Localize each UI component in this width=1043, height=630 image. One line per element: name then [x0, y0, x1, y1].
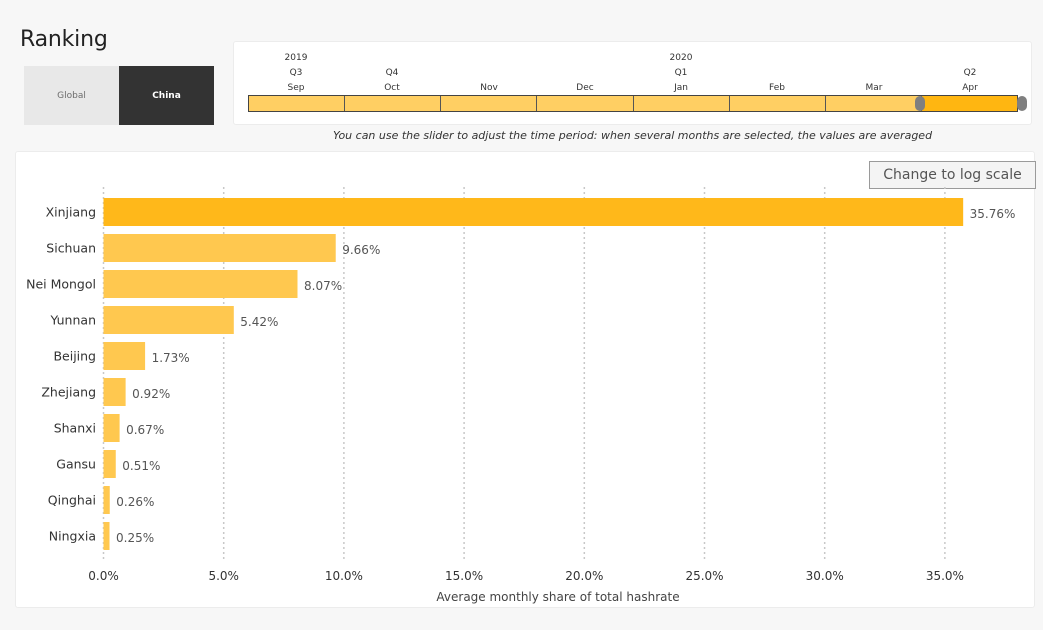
month-label-feb: Feb: [769, 83, 785, 93]
x-tick-label: 25.0%: [685, 569, 723, 583]
year-label-2019: 2019: [284, 53, 308, 63]
bar-nei-mongol[interactable]: [103, 270, 298, 298]
value-label: 1.73%: [152, 351, 190, 365]
category-label: Sichuan: [46, 241, 96, 256]
year-label-2020: 2020: [669, 53, 693, 63]
value-label: 5.42%: [240, 315, 278, 329]
month-label-jan: Jan: [674, 83, 688, 93]
month-label-apr: Apr: [962, 83, 978, 93]
quarter-label-q4: Q4: [385, 68, 399, 78]
slider-segment-nov[interactable]: [441, 96, 538, 111]
month-label-dec: Dec: [576, 83, 594, 93]
x-tick-label: 30.0%: [806, 569, 844, 583]
global-option-button[interactable]: Global: [24, 66, 119, 125]
region-toggle: Global China: [24, 66, 214, 125]
x-axis-title: Average monthly share of total hashrate: [436, 590, 679, 604]
value-label: 0.92%: [132, 387, 170, 401]
value-label: 9.66%: [342, 243, 380, 257]
value-label: 35.76%: [970, 207, 1016, 221]
bar-ningxia[interactable]: [103, 522, 110, 550]
x-tick-label: 20.0%: [565, 569, 603, 583]
slider-end-handle[interactable]: [1017, 96, 1027, 111]
value-label: 0.26%: [116, 495, 154, 509]
bar-zhejiang[interactable]: [103, 378, 126, 406]
quarter-label-q2: Q2: [963, 68, 977, 78]
month-label-sep: Sep: [287, 83, 305, 93]
category-label: Shanxi: [54, 421, 96, 436]
quarter-label-q1: Q1: [674, 68, 688, 78]
china-option-button[interactable]: China: [119, 66, 214, 125]
value-label: 0.67%: [126, 423, 164, 437]
slider-segment-dec[interactable]: [537, 96, 634, 111]
bar-sichuan[interactable]: [103, 234, 336, 262]
value-label: 0.51%: [122, 459, 160, 473]
slider-hint-text: You can use the slider to adjust the tim…: [332, 129, 933, 142]
category-label: Zhejiang: [41, 385, 96, 400]
slider-segment-apr[interactable]: [921, 96, 1017, 111]
slider-start-handle[interactable]: [915, 96, 925, 111]
category-label: Xinjiang: [46, 205, 96, 220]
bar-shanxi[interactable]: [103, 414, 120, 442]
bar-xinjiang[interactable]: [103, 198, 964, 226]
category-label: Nei Mongol: [26, 277, 96, 292]
bar-yunnan[interactable]: [103, 306, 234, 334]
category-label: Ningxia: [49, 529, 96, 544]
month-label-oct: Oct: [384, 83, 400, 93]
category-label: Yunnan: [49, 313, 96, 328]
time-slider-track[interactable]: [248, 95, 1018, 112]
slider-segment-oct[interactable]: [345, 96, 442, 111]
slider-segment-sep[interactable]: [249, 96, 346, 111]
x-tick-label: 0.0%: [88, 569, 119, 583]
month-label-mar: Mar: [865, 83, 883, 93]
page-title: Ranking: [20, 27, 108, 52]
value-label: 0.25%: [116, 531, 154, 545]
x-tick-label: 10.0%: [325, 569, 363, 583]
x-tick-label: 35.0%: [926, 569, 964, 583]
bar-gansu[interactable]: [103, 450, 116, 478]
category-label: Beijing: [53, 349, 96, 364]
x-tick-label: 5.0%: [208, 569, 239, 583]
bar-qinghai[interactable]: [103, 486, 110, 514]
month-label-nov: Nov: [480, 83, 498, 93]
quarter-label-q3: Q3: [289, 68, 303, 78]
bar-beijing[interactable]: [103, 342, 146, 370]
slider-segment-jan[interactable]: [633, 96, 730, 111]
slider-segment-feb[interactable]: [729, 96, 826, 111]
time-slider-card: 2019 2020 Q3 Q4 Q1 Q2 Sep Oct Nov Dec Ja…: [233, 41, 1032, 125]
category-label: Qinghai: [48, 493, 96, 508]
category-label: Gansu: [56, 457, 96, 472]
x-tick-label: 15.0%: [445, 569, 483, 583]
value-label: 8.07%: [304, 279, 342, 293]
chart-card: [15, 151, 1035, 608]
log-scale-button[interactable]: Change to log scale: [869, 161, 1036, 189]
